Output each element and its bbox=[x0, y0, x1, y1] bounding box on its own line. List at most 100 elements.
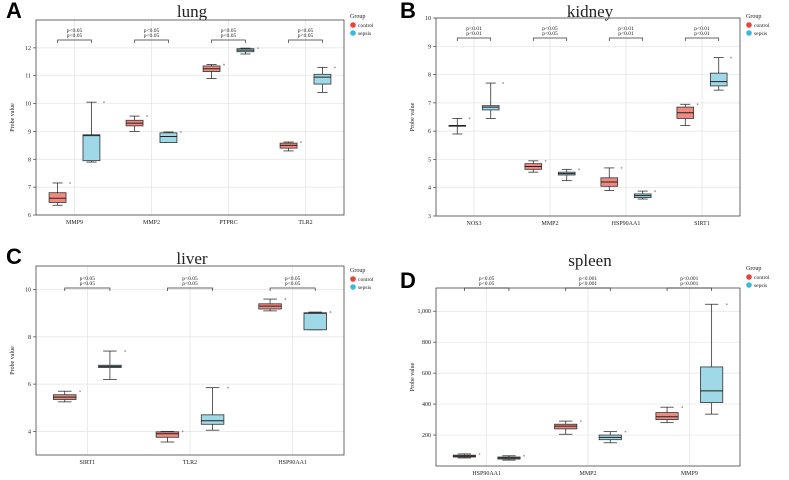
legend-label-sepsis: sepsis bbox=[754, 283, 767, 289]
plot-frame bbox=[35, 19, 345, 216]
box-iqr bbox=[82, 134, 101, 162]
legend: Group control sepsis bbox=[350, 268, 374, 291]
chart-title: lung bbox=[177, 2, 208, 21]
significance-bracket bbox=[288, 39, 323, 43]
p-value-label-inner: p<0.05 bbox=[144, 33, 160, 39]
panel-c: C liver 4 6 8 10 Probe value SIRT1 p<0.05 p<0.05… bbox=[0, 240, 394, 480]
p-value-label: p<0.05 bbox=[67, 28, 83, 34]
outlier-dot bbox=[696, 103, 699, 106]
chart-title: kidney bbox=[567, 2, 614, 21]
box-control-sirt1 bbox=[53, 390, 81, 403]
box-control-tlr2 bbox=[155, 430, 184, 443]
legend: Group control sepsis bbox=[746, 266, 770, 289]
p-value-label: p<0.05 bbox=[144, 28, 160, 34]
legend-label-control: control bbox=[754, 23, 770, 29]
legend-title: Group bbox=[746, 14, 761, 20]
significance-bracket bbox=[684, 37, 720, 41]
box-sepsis-sirt1 bbox=[98, 350, 127, 380]
y-axis-label: Probe value bbox=[410, 362, 416, 391]
significance-bracket bbox=[565, 287, 611, 291]
bracket-line bbox=[134, 39, 169, 43]
ytick-label: 1,000 bbox=[418, 309, 432, 315]
ytick-label: 4 bbox=[428, 186, 431, 192]
p-value-label: p<0.05 bbox=[285, 276, 301, 282]
box-control-mmp2 bbox=[125, 115, 148, 132]
p-value-label: p<0.05 bbox=[221, 28, 237, 34]
ytick-label: 6 bbox=[428, 129, 431, 135]
ytick-label: 600 bbox=[422, 371, 431, 377]
outlier-dot bbox=[579, 420, 582, 423]
p-value-label-inner: p<0.05 bbox=[182, 281, 198, 287]
outlier-dot bbox=[502, 82, 504, 84]
outlier-dot bbox=[624, 430, 627, 433]
p-value-label-inner: p<0.05 bbox=[542, 31, 558, 37]
legend-label-sepsis: sepsis bbox=[358, 31, 371, 37]
legend-title: Group bbox=[350, 268, 365, 274]
ytick-label: 9 bbox=[428, 44, 431, 50]
ytick-label: 6 bbox=[28, 382, 31, 388]
bracket-line bbox=[211, 39, 246, 43]
bracket-line bbox=[167, 287, 213, 291]
p-value-label-inner: p<0.05 bbox=[479, 281, 495, 287]
outlier-dot bbox=[654, 190, 656, 193]
xtick-label: SIRT1 bbox=[80, 460, 96, 466]
box-sepsis-tlr2 bbox=[313, 66, 336, 93]
p-value-label: p<0.05 bbox=[298, 28, 314, 34]
xtick-label: HSP90AA1 bbox=[472, 471, 501, 477]
ytick-label: 11 bbox=[25, 74, 31, 80]
outlier-dot bbox=[478, 453, 481, 455]
ytick-label: 10 bbox=[425, 16, 431, 22]
box-iqr bbox=[155, 431, 180, 438]
legend-label-control: control bbox=[754, 275, 770, 281]
panel-a: A lung 6 7 8 9 10 11 12 Probe value MMP9 p<0.05 p<0… bbox=[0, 0, 394, 240]
legend: Group control sepsis bbox=[746, 14, 770, 37]
box-sepsis-ptprc bbox=[236, 47, 259, 55]
ytick-label: 200 bbox=[422, 433, 431, 439]
significance-bracket bbox=[464, 287, 510, 291]
box-iqr bbox=[700, 366, 724, 403]
box-sepsis-hsp90aa1 bbox=[303, 311, 332, 331]
box-sepsis-mmp9 bbox=[82, 101, 105, 163]
p-value-label-inner: p<0.01 bbox=[466, 31, 482, 37]
legend-swatch-sepsis bbox=[746, 30, 752, 36]
xtick-label: HSP90AA1 bbox=[612, 221, 641, 227]
ytick-label: 8 bbox=[28, 335, 31, 341]
box-sepsis-mmp9 bbox=[700, 303, 728, 415]
outlier-dot bbox=[284, 298, 287, 300]
p-value-label-inner: p<0.01 bbox=[694, 31, 710, 37]
significance-bracket bbox=[608, 37, 644, 41]
legend-swatch-sepsis bbox=[350, 284, 356, 290]
legend-swatch-sepsis bbox=[746, 282, 752, 288]
bracket-line bbox=[269, 287, 316, 291]
box-sepsis-mmp2 bbox=[557, 168, 580, 182]
outlier-dot bbox=[124, 350, 127, 352]
legend-swatch-control bbox=[746, 22, 752, 28]
xtick-label: HSP90AA1 bbox=[278, 460, 307, 466]
box-control-nos3 bbox=[448, 117, 471, 135]
box-sepsis-nos3 bbox=[481, 82, 504, 119]
legend-label-control: control bbox=[358, 277, 374, 283]
outlier-dot bbox=[300, 141, 302, 143]
box-control-mmp9 bbox=[655, 406, 684, 424]
significance-bracket bbox=[57, 39, 92, 43]
p-value-label: p<0.05 bbox=[479, 276, 495, 282]
box-iqr bbox=[48, 192, 67, 203]
plot-frame bbox=[435, 17, 741, 217]
p-value-label-inner: p<0.05 bbox=[285, 281, 301, 287]
bracket-line bbox=[456, 37, 492, 41]
p-value-label: p<0.001 bbox=[680, 276, 698, 282]
outlier-dot bbox=[103, 101, 105, 104]
legend-label-sepsis: sepsis bbox=[358, 285, 371, 291]
outlier-dot bbox=[146, 115, 148, 118]
p-value-label-inner: p<0.001 bbox=[680, 281, 698, 287]
significance-bracket bbox=[167, 287, 213, 291]
outlier-dot bbox=[223, 63, 225, 66]
ytick-label: 12 bbox=[25, 46, 31, 52]
outlier-dot bbox=[578, 168, 580, 171]
chart-title: spleen bbox=[568, 251, 612, 270]
box-iqr bbox=[481, 105, 500, 111]
xtick-label: MMP9 bbox=[66, 220, 83, 226]
